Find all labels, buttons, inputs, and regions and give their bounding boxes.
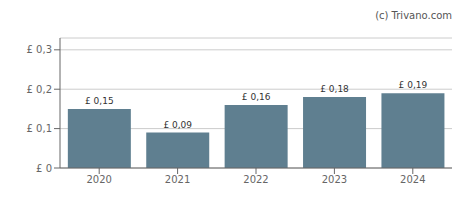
svg-text:2020: 2020 <box>86 174 111 185</box>
svg-text:£ 0,3: £ 0,3 <box>27 44 52 55</box>
html-text:(c) Trivano.com: (c) Trivano.com <box>375 10 452 21</box>
svg-text:£ 0,2: £ 0,2 <box>27 84 52 95</box>
svg-text:£ 0: £ 0 <box>36 163 52 174</box>
svg-text:£ 0,09: £ 0,09 <box>163 120 192 130</box>
svg-text:£ 0,1: £ 0,1 <box>27 123 52 134</box>
svg-text:£ 0,18: £ 0,18 <box>320 84 349 94</box>
svg-text:2021: 2021 <box>165 174 190 185</box>
svg-text:2023: 2023 <box>322 174 347 185</box>
svg-text:£ 0,16: £ 0,16 <box>242 92 271 102</box>
svg-text:£ 0,15: £ 0,15 <box>85 96 114 106</box>
svg-text:£ 0,19: £ 0,19 <box>399 80 428 90</box>
svg-text:2022: 2022 <box>243 174 268 185</box>
svg-text:2024: 2024 <box>400 174 425 185</box>
